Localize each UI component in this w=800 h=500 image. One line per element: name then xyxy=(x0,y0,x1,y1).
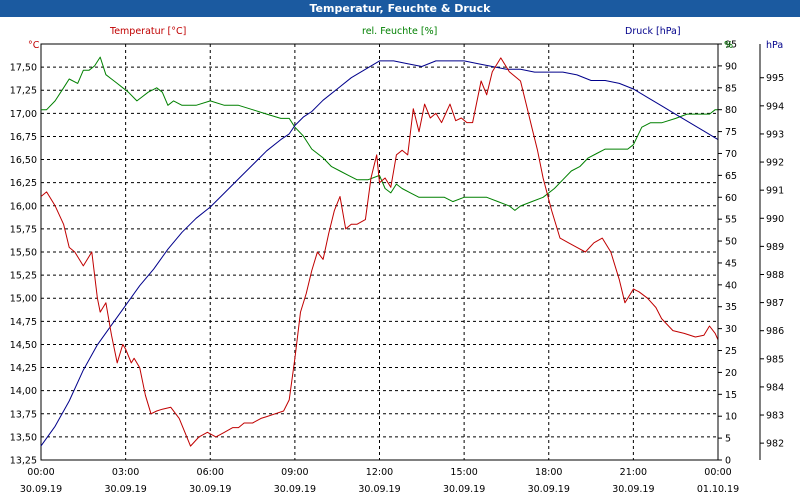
temperature-tick-label: 16,50 xyxy=(10,155,37,166)
pressure-unit: hPa xyxy=(766,40,783,51)
date-tick-label: 01.10.19 xyxy=(697,484,739,495)
pressure-tick-label: 994 xyxy=(766,101,784,112)
temperature-tick-label: 17,00 xyxy=(10,109,37,120)
temperature-tick-label: 15,00 xyxy=(10,294,37,305)
humidity-tick-label: 5 xyxy=(725,434,731,445)
humidity-tick-label: 10 xyxy=(725,412,737,423)
humidity-tick-label: 25 xyxy=(725,346,737,357)
humidity-tick-label: 60 xyxy=(725,193,737,204)
humidity-tick-label: 20 xyxy=(725,368,737,379)
humidity-series-line xyxy=(41,56,718,211)
time-tick-label: 00:00 xyxy=(704,467,731,478)
humidity-tick-label: 45 xyxy=(725,258,737,269)
date-tick-label: 30.09.19 xyxy=(358,484,400,495)
pressure-tick-label: 991 xyxy=(766,186,784,197)
pressure-tick-label: 988 xyxy=(766,270,784,281)
pressure-tick-label: 983 xyxy=(766,411,784,422)
temperature-tick-label: 16,00 xyxy=(10,201,37,212)
pressure-tick-label: 986 xyxy=(766,326,784,337)
pressure-tick-label: 985 xyxy=(766,354,784,365)
time-tick-label: 06:00 xyxy=(197,467,224,478)
humidity-tick-label: 15 xyxy=(725,390,737,401)
humidity-tick-label: 0 xyxy=(725,456,731,467)
humidity-tick-label: 55 xyxy=(725,215,737,226)
date-tick-label: 30.09.19 xyxy=(104,484,146,495)
temperature-tick-label: 16,75 xyxy=(10,132,37,143)
temperature-tick-label: 13,25 xyxy=(10,456,37,467)
temperature-legend: Temperatur [°C] xyxy=(109,26,186,37)
humidity-tick-label: 75 xyxy=(725,127,737,138)
pressure-tick-label: 989 xyxy=(766,242,784,253)
pressure-legend: Druck [hPa] xyxy=(625,26,681,37)
time-tick-label: 15:00 xyxy=(450,467,477,478)
date-tick-label: 30.09.19 xyxy=(274,484,316,495)
pressure-tick-label: 984 xyxy=(766,382,784,393)
humidity-tick-label: 70 xyxy=(725,149,737,160)
humidity-axis: 0 5 10 15 20 25 30 35 40 45 50 55 60 65 70 75 80 85 90 95 xyxy=(718,40,737,467)
temperature-tick-label: 15,75 xyxy=(10,224,37,235)
temperature-tick-label: 13,75 xyxy=(10,409,37,420)
pressure-tick-label: 982 xyxy=(766,439,784,450)
temperature-tick-label: 15,25 xyxy=(10,271,37,282)
window-title: Temperatur, Feuchte & Druck xyxy=(0,0,800,17)
date-tick-label: 30.09.19 xyxy=(189,484,231,495)
humidity-unit: % xyxy=(724,40,733,51)
temperature-tick-label: 17,50 xyxy=(10,63,37,74)
grid xyxy=(40,44,719,461)
temperature-tick-label: 14,00 xyxy=(10,386,37,397)
humidity-tick-label: 30 xyxy=(725,324,737,335)
pressure-tick-label: 993 xyxy=(766,129,784,140)
pressure-axis: 982 983 984 985 986 987 988 989 990 991 992 993 994 9… xyxy=(760,73,784,450)
humidity-tick-label: 80 xyxy=(725,105,737,116)
date-tick-label: 30.09.19 xyxy=(20,484,62,495)
time-tick-label: 09:00 xyxy=(281,467,308,478)
temperature-tick-label: 14,25 xyxy=(10,363,37,374)
time-axis: 00:00 30.09.19 03:00 30.09.19 06:00 30.09.19 0… xyxy=(20,467,739,495)
date-tick-label: 30.09.19 xyxy=(528,484,570,495)
pressure-tick-label: 995 xyxy=(766,73,784,84)
humidity-tick-label: 35 xyxy=(725,302,737,313)
temperature-tick-label: 14,50 xyxy=(10,340,37,351)
humidity-tick-label: 65 xyxy=(725,171,737,182)
date-tick-label: 30.09.19 xyxy=(612,484,654,495)
pressure-tick-label: 992 xyxy=(766,158,784,169)
temperature-axis: 13,25 13,50 13,75 14,00 14,25 14,50 14,75 15,00… xyxy=(10,63,37,467)
temperature-tick-label: 14,75 xyxy=(10,317,37,328)
pressure-tick-label: 987 xyxy=(766,298,784,309)
time-tick-label: 18:00 xyxy=(535,467,562,478)
time-tick-label: 00:00 xyxy=(27,467,54,478)
humidity-tick-label: 85 xyxy=(725,83,737,94)
temperature-tick-label: 15,50 xyxy=(10,248,37,259)
humidity-legend: rel. Feuchte [%] xyxy=(362,26,437,37)
pressure-series-line xyxy=(40,60,719,447)
humidity-tick-label: 95 xyxy=(725,40,737,51)
time-tick-label: 03:00 xyxy=(112,467,139,478)
humidity-tick-label: 50 xyxy=(725,237,737,248)
temperature-tick-label: 17,25 xyxy=(10,86,37,97)
date-tick-label: 30.09.19 xyxy=(443,484,485,495)
humidity-tick-label: 90 xyxy=(725,61,737,72)
time-tick-label: 12:00 xyxy=(366,467,393,478)
temperature-unit: °C xyxy=(28,40,40,51)
pressure-tick-label: 990 xyxy=(766,214,784,225)
time-tick-label: 21:00 xyxy=(620,467,647,478)
temperature-tick-label: 16,25 xyxy=(10,178,37,189)
temperature-tick-label: 13,50 xyxy=(10,432,37,443)
series-layer xyxy=(40,56,719,447)
humidity-tick-label: 40 xyxy=(725,280,737,291)
temperature-series-line xyxy=(40,57,719,447)
